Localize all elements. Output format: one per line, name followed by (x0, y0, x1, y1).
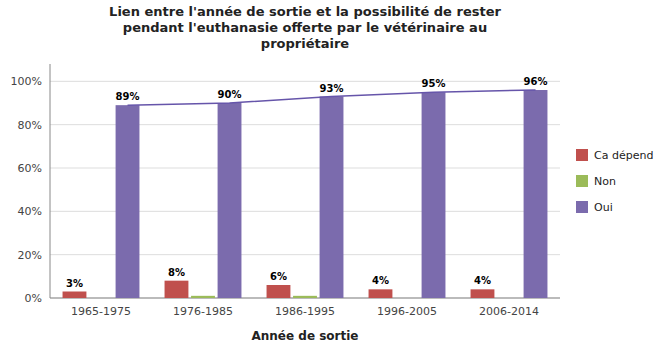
y-tick-label: 40% (18, 205, 42, 218)
y-tick-label: 20% (18, 249, 42, 262)
y-axis-line (50, 64, 51, 298)
bar (422, 92, 446, 298)
y-tick-label: 60% (18, 162, 42, 175)
y-tick-label: 0% (25, 292, 42, 305)
legend-label: Ca dépend (594, 149, 653, 162)
bar (63, 292, 87, 299)
bar (369, 289, 393, 298)
bar (165, 281, 189, 298)
chart-container: 0% 20% 40% 60% 80% 100% 1965-1975 1976-1985 1986… (0, 0, 671, 358)
bar (293, 296, 317, 298)
chart: 0% 20% 40% 60% 80% 100% 1965-1975 1976-1985 1986… (0, 0, 671, 358)
data-label: 96% (524, 76, 548, 87)
legend-swatch (576, 201, 588, 213)
x-tick-label: 1996-2005 (377, 305, 437, 318)
x-axis-label: Année de sortie (251, 329, 358, 343)
data-label: 8% (168, 267, 185, 278)
bar (497, 298, 521, 299)
data-label: 93% (320, 83, 344, 94)
bar (89, 298, 113, 299)
x-tick-label: 1976-1985 (173, 305, 233, 318)
bar (471, 289, 495, 298)
data-label: 90% (218, 89, 242, 100)
bar (395, 298, 419, 299)
title-line: propriétaire (261, 36, 349, 51)
bar (267, 285, 291, 298)
x-tick-label: 1986-1995 (275, 305, 335, 318)
x-tick-label: 1965-1975 (71, 305, 131, 318)
data-label: 4% (474, 275, 491, 286)
data-label: 89% (116, 91, 140, 102)
legend-swatch (576, 149, 588, 161)
bar (524, 90, 548, 298)
bar (320, 97, 344, 299)
bar (218, 103, 242, 298)
plot-area (63, 90, 548, 298)
y-tick-label: 80% (18, 119, 42, 132)
legend-label: Oui (594, 201, 613, 214)
title-line: Lien entre l'année de sortie et la possi… (109, 4, 501, 19)
y-axis: 0% 20% 40% 60% 80% 100% (11, 75, 560, 305)
legend-label: Non (594, 175, 616, 188)
x-tick-label: 2006-2014 (479, 305, 539, 318)
bar (116, 105, 140, 298)
bar (191, 296, 215, 298)
legend-swatch (576, 175, 588, 187)
data-label: 3% (66, 278, 83, 289)
data-label: 95% (422, 78, 446, 89)
data-label: 6% (270, 271, 287, 282)
data-labels: 3% 8% 6% 4% 4% 89% 90% 93% 95% 96% (66, 76, 548, 289)
data-label: 4% (372, 275, 389, 286)
y-tick-label: 100% (11, 75, 42, 88)
legend: Ca dépend Non Oui (576, 149, 653, 214)
title-line: pendant l'euthanasie offerte par le vété… (123, 20, 487, 35)
title: Lien entre l'année de sortie et la possi… (109, 4, 501, 51)
grid-line (50, 81, 560, 82)
